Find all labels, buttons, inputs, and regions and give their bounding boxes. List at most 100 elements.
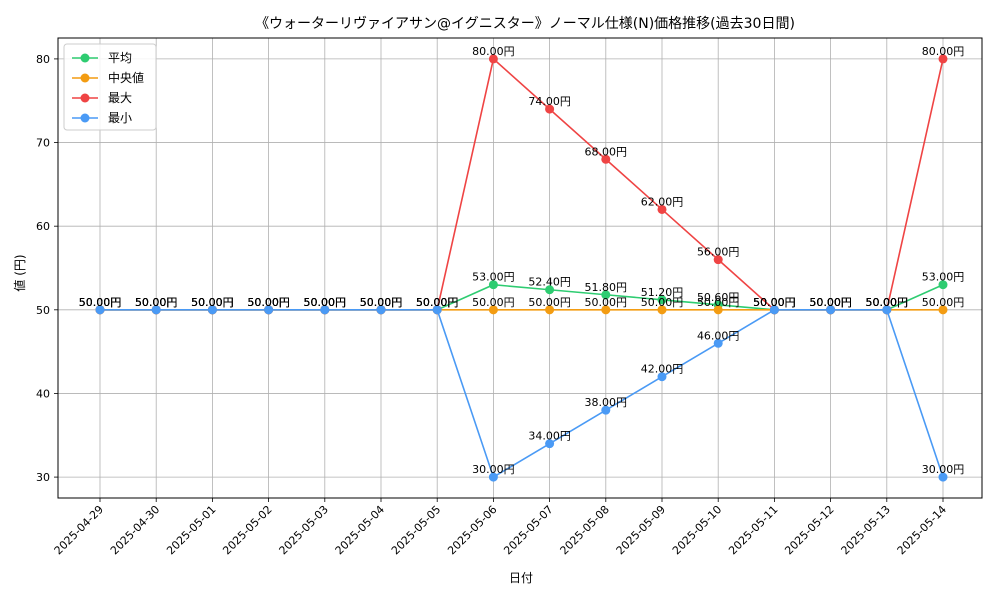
data-label: 50.00円 (360, 296, 403, 309)
data-point (657, 204, 667, 214)
y-tick-label: 60 (36, 220, 50, 233)
data-label: 46.00円 (697, 329, 740, 342)
x-axis-label: 日付 (509, 571, 533, 585)
data-point (713, 255, 723, 265)
x-tick-label: 2025-05-13 (839, 503, 893, 557)
data-label: 34.00円 (528, 430, 571, 443)
data-label: 50.00円 (304, 296, 347, 309)
data-label: 50.00円 (247, 296, 290, 309)
series-line (100, 309, 944, 479)
chart-title: 《ウォーターリヴァイアサン@イグニスター》ノーマル仕様(N)価格推移(過去30日… (255, 15, 795, 32)
data-point (769, 305, 779, 315)
data-label: 50.00円 (135, 296, 178, 309)
legend-label: 中央値 (108, 70, 144, 85)
data-point (151, 305, 161, 315)
data-point (488, 472, 498, 482)
x-tick-label: 2025-05-11 (726, 503, 780, 557)
data-label: 50.00円 (304, 296, 347, 309)
x-tick-label: 2025-05-10 (670, 503, 724, 557)
data-point (601, 290, 611, 300)
y-tick-label: 40 (36, 387, 50, 400)
data-label: 50.00円 (416, 296, 459, 309)
data-label: 50.00円 (809, 296, 852, 309)
data-label: 50.00円 (809, 296, 852, 309)
y-tick-label: 70 (36, 137, 50, 150)
data-point (882, 305, 892, 315)
data-label: 42.00円 (641, 363, 684, 376)
data-point (657, 372, 667, 382)
data-label: 50.00円 (79, 296, 122, 309)
data-point (601, 154, 611, 164)
data-label: 52.40円 (528, 276, 571, 289)
data-label: 30.00円 (922, 463, 965, 476)
data-point (545, 104, 555, 114)
data-point (545, 305, 555, 315)
data-point (264, 305, 274, 315)
data-point (488, 280, 498, 290)
data-label: 50.00円 (135, 296, 178, 309)
data-point (657, 295, 667, 305)
data-label: 50.00円 (866, 296, 909, 309)
data-point (545, 439, 555, 449)
data-label: 50.00円 (753, 296, 796, 309)
data-label: 50.60円 (697, 291, 740, 304)
data-point (601, 405, 611, 415)
data-label: 80.00円 (472, 45, 515, 58)
legend-box (63, 43, 157, 131)
data-label: 50.00円 (753, 296, 796, 309)
x-tick-label: 2025-05-07 (501, 503, 555, 557)
data-point (432, 305, 442, 315)
data-point (488, 305, 498, 315)
data-label: 50.00円 (922, 296, 965, 309)
data-label: 51.20円 (641, 286, 684, 299)
series-lines (95, 54, 948, 482)
data-point (207, 305, 217, 315)
data-label: 80.00円 (922, 45, 965, 58)
series-line (100, 57, 944, 311)
x-tick-label: 2025-05-06 (445, 503, 499, 557)
data-label: 50.00円 (753, 296, 796, 309)
data-point (713, 338, 723, 348)
data-point (938, 305, 948, 315)
data-label: 50.00円 (191, 296, 234, 309)
data-label: 50.00円 (360, 296, 403, 309)
data-label: 50.00円 (416, 296, 459, 309)
data-point (938, 54, 948, 64)
data-label: 50.00円 (247, 296, 290, 309)
data-label: 50.00円 (191, 296, 234, 309)
data-label: 50.00円 (304, 296, 347, 309)
y-tick-label: 50 (36, 304, 50, 317)
data-point (713, 305, 723, 315)
data-label: 50.00円 (191, 296, 234, 309)
data-label: 51.80円 (585, 281, 628, 294)
data-label: 50.00円 (360, 296, 403, 309)
legend-label: 平均 (108, 51, 132, 65)
data-label: 50.00円 (641, 296, 684, 309)
x-tick-label: 2025-05-04 (333, 503, 387, 557)
data-labels: 50.00円 50.00円 50.00円 50.00円 50.00円 50.00円 50.0… (79, 45, 965, 476)
data-point (938, 472, 948, 482)
x-tick-label: 2025-04-30 (108, 503, 162, 557)
y-tick-label: 80 (36, 53, 50, 66)
data-label: 50.00円 (866, 296, 909, 309)
data-point (376, 305, 386, 315)
data-point (320, 305, 330, 315)
data-point (601, 305, 611, 315)
data-label: 50.00円 (79, 296, 122, 309)
data-label: 50.00円 (191, 296, 234, 309)
legend-marker (80, 73, 90, 83)
data-label: 50.00円 (809, 296, 852, 309)
data-label: 74.00円 (528, 95, 571, 108)
x-tick-label: 2025-05-02 (220, 503, 274, 557)
data-point (488, 54, 498, 64)
data-label: 50.00円 (472, 296, 515, 309)
legend-label: 最大 (108, 91, 132, 105)
data-label: 50.00円 (79, 296, 122, 309)
data-label: 50.00円 (528, 296, 571, 309)
data-label: 53.00円 (922, 271, 965, 284)
x-tick-label: 2025-05-05 (389, 503, 443, 557)
data-label: 50.00円 (753, 296, 796, 309)
legend-marker (80, 93, 90, 103)
data-label: 50.00円 (304, 296, 347, 309)
